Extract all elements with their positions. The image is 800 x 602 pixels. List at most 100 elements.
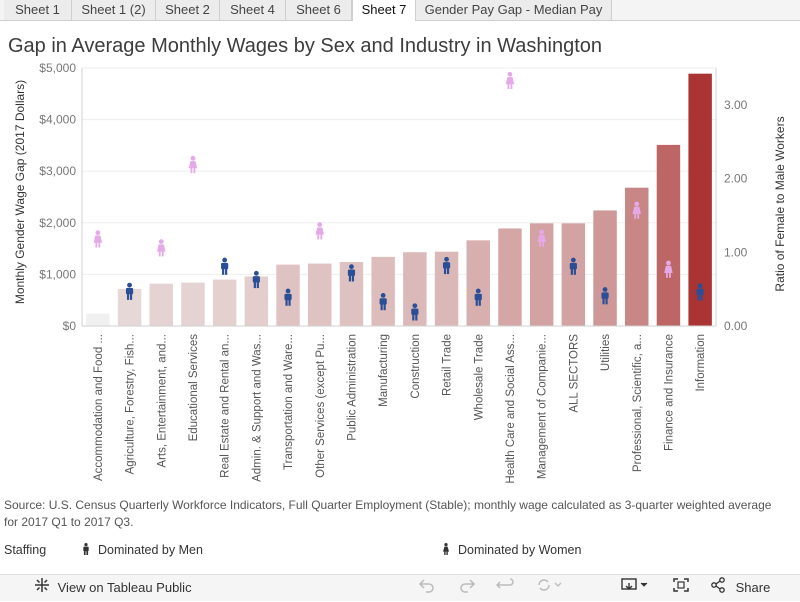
legend-men-label: Dominated by Men: [98, 543, 203, 557]
x-tick-label: Professional, Scientific, a...: [632, 334, 644, 472]
x-tick-label: Construction: [410, 334, 422, 399]
refresh-button[interactable]: [536, 575, 562, 601]
share-icon: [710, 576, 726, 602]
man-marker-icon[interactable]: [601, 287, 609, 305]
y-tick-label: $4,000: [39, 113, 76, 127]
tab-sheet-7[interactable]: Sheet 7: [352, 0, 416, 21]
x-tick-label: Arts, Entertainment, and...: [156, 334, 168, 468]
bar[interactable]: [688, 73, 712, 327]
bar[interactable]: [86, 313, 110, 326]
y-tick-label: $1,000: [39, 267, 76, 281]
y2-tick-label: 0.00: [724, 319, 748, 333]
woman-marker-icon[interactable]: [505, 71, 515, 90]
chart-bars: [86, 73, 712, 327]
y-tick-label: $3,000: [39, 164, 76, 178]
y-tick-label: $2,000: [39, 216, 76, 230]
woman-marker-icon[interactable]: [664, 260, 673, 278]
y-tick-label: $5,000: [39, 61, 76, 75]
undo-button[interactable]: [418, 575, 436, 601]
bar[interactable]: [339, 262, 364, 326]
bar[interactable]: [181, 282, 205, 326]
bar[interactable]: [529, 223, 554, 326]
y2-axis-label: Ratio of Female to Male Workers: [773, 116, 787, 291]
woman-marker-icon[interactable]: [157, 239, 166, 257]
x-tick-label: Admin. & Support and Was...: [251, 334, 263, 482]
y2-tick-label: 2.00: [724, 172, 748, 186]
woman-marker-icon[interactable]: [315, 222, 324, 240]
fullscreen-button[interactable]: [672, 575, 690, 601]
bar[interactable]: [498, 228, 522, 326]
refresh-icon: [536, 576, 562, 602]
fullscreen-icon: [672, 576, 690, 602]
bar[interactable]: [149, 283, 173, 326]
redo-icon: [458, 576, 476, 602]
x-tick-label: Real Estate and Rental an...: [220, 334, 232, 478]
bar[interactable]: [656, 144, 681, 326]
x-tick-label: Utilities: [600, 334, 612, 371]
x-tick-label: Other Services (except Pu...: [315, 334, 327, 478]
man-marker-icon[interactable]: [347, 264, 356, 282]
bar[interactable]: [593, 210, 617, 326]
x-tick-label: Finance and Insurance: [663, 334, 675, 451]
bar[interactable]: [117, 288, 142, 326]
y2-tick-label: 3.00: [724, 98, 748, 112]
revert-icon: [495, 576, 514, 602]
bar[interactable]: [466, 240, 490, 326]
bar[interactable]: [212, 279, 237, 326]
bar[interactable]: [403, 252, 427, 326]
woman-marker-icon[interactable]: [537, 229, 546, 247]
man-marker-icon[interactable]: [284, 288, 292, 306]
tab-sheet-1-2[interactable]: Sheet 1 (2): [72, 0, 156, 20]
x-tick-label: Educational Services: [188, 334, 200, 442]
x-tick-label: Accommodation and Food ...: [93, 334, 105, 481]
x-tick-label: Agriculture, Forestry, Fish...: [125, 334, 137, 474]
man-marker-icon[interactable]: [696, 283, 704, 301]
x-tick-label: Wholesale Trade: [473, 334, 485, 420]
tab-sheet-2[interactable]: Sheet 2: [156, 0, 220, 20]
redo-button[interactable]: [458, 575, 476, 601]
bar[interactable]: [561, 223, 586, 326]
man-marker-icon[interactable]: [125, 282, 134, 300]
tab-sheet-4[interactable]: Sheet 4: [220, 0, 286, 20]
legend-item-women[interactable]: Dominated by Women: [442, 543, 581, 557]
x-tick-label: Retail Trade: [442, 334, 454, 396]
man-marker-icon[interactable]: [474, 288, 482, 306]
woman-marker-icon[interactable]: [188, 155, 198, 174]
tab-gender-pay-gap-median-pay[interactable]: Gender Pay Gap - Median Pay: [416, 0, 612, 20]
bar[interactable]: [308, 263, 332, 326]
woman-icon: [443, 543, 449, 555]
bar[interactable]: [371, 256, 395, 326]
x-tick-label: ALL SECTORS: [568, 334, 580, 413]
x-tick-label: Manufacturing: [378, 334, 390, 407]
sheet-tab-bar: Sheet 1 Sheet 1 (2) Sheet 2 Sheet 4 Shee…: [0, 0, 800, 21]
x-tick-label: Information: [695, 334, 707, 392]
woman-marker-icon[interactable]: [632, 201, 641, 219]
x-tick-label: Health Care and Social Ass...: [505, 334, 517, 484]
chart-staffing-icons: [93, 71, 704, 321]
tab-sheet-6[interactable]: Sheet 6: [286, 0, 352, 20]
revert-button[interactable]: [495, 575, 514, 602]
man-marker-icon[interactable]: [252, 270, 260, 289]
man-marker-icon[interactable]: [221, 257, 229, 275]
bar[interactable]: [434, 251, 459, 326]
wage-gap-chart: $0 $1,000 $2,000 $3,000 $4,000 $5,000 0.00 1.00…: [13, 61, 787, 484]
view-on-tableau-public-button[interactable]: View on Tableau Public: [34, 575, 192, 601]
man-marker-icon[interactable]: [442, 256, 451, 275]
share-button[interactable]: Share: [710, 575, 770, 601]
undo-icon: [418, 576, 436, 602]
bar[interactable]: [625, 187, 649, 326]
x-tick-label: Management of Companie...: [537, 334, 549, 479]
woman-marker-icon[interactable]: [93, 230, 103, 248]
download-button[interactable]: [620, 575, 650, 601]
x-tick-label: Transportation and Ware...: [283, 334, 295, 470]
bar[interactable]: [244, 276, 269, 326]
man-marker-icon[interactable]: [411, 303, 419, 321]
man-marker-icon[interactable]: [379, 293, 387, 311]
x-tick-label: Public Administration: [346, 334, 358, 441]
chart-title: Gap in Average Monthly Wages by Sex and …: [8, 35, 603, 57]
legend-item-men[interactable]: Dominated by Men: [82, 543, 203, 557]
chart-axes: $0 $1,000 $2,000 $3,000 $4,000 $5,000 0.00 1.00…: [39, 61, 747, 484]
man-marker-icon[interactable]: [569, 257, 577, 275]
tab-sheet-1[interactable]: Sheet 1: [4, 0, 72, 20]
tableau-toolbar: View on Tableau Public Share: [0, 574, 800, 601]
